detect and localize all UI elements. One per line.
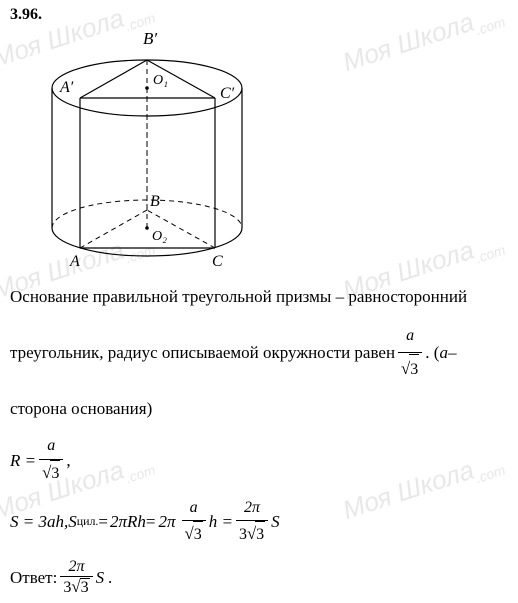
geometry-figure: B′ A′ C′ O₁ B O₂ A C	[30, 28, 508, 273]
para2-a: a	[439, 337, 448, 369]
ans-den-3: 3	[63, 579, 71, 596]
label-C: C	[212, 253, 223, 268]
two-pi-Rh: 2πRh	[110, 508, 146, 535]
label-B: B	[150, 193, 160, 210]
R-equals: R =	[10, 447, 36, 474]
ans-num: 2π	[65, 558, 87, 576]
label-B-prime: B′	[143, 29, 157, 48]
R-comma: ,	[66, 447, 70, 474]
label-O2: O₂	[152, 229, 167, 244]
fraction-a-sqrt3-2: a 3	[182, 495, 206, 548]
answer-label: Ответ:	[10, 568, 57, 588]
para2-text-c: –	[448, 337, 457, 369]
ans-den-sqrt3: 3	[80, 578, 90, 597]
cyl-subscript: цил.	[77, 512, 99, 531]
frac-den-sqrt3: 3	[409, 354, 419, 385]
frac3-num: 2π	[241, 495, 263, 521]
S-eq-3ah: S = 3ah,	[10, 508, 68, 535]
problem-number: 3.96.	[10, 6, 508, 24]
two-pi-1: 2π	[158, 508, 175, 535]
para2-text-b: . (	[425, 337, 439, 369]
label-A: A	[69, 253, 80, 268]
S-final: S	[271, 508, 280, 535]
answer-line: Ответ: 2π 33 S .	[10, 558, 508, 597]
frac-num-a: a	[403, 321, 417, 351]
formula-R: R = a 3 ,	[10, 433, 508, 486]
paragraph-1: Основание правильной треугольной призмы …	[10, 281, 508, 313]
paragraph-2: треугольник, радиус описываемой окружнос…	[10, 321, 508, 385]
label-C-prime: C′	[220, 85, 235, 102]
answer-fraction: 2π 33	[60, 558, 92, 597]
label-O1: O₁	[153, 73, 168, 88]
S-cyl: S	[68, 508, 77, 535]
fraction-2pi-3sqrt3: 2π 33	[236, 495, 268, 548]
frac3-den-sqrt3: 3	[255, 521, 265, 548]
para2-text-a: треугольник, радиус описываемой окружнос…	[10, 337, 395, 369]
frac2-den: 3	[193, 521, 203, 548]
frac3-den-3: 3	[239, 526, 247, 543]
frac2-num: a	[187, 495, 201, 521]
fraction-a-sqrt3: a 3	[398, 321, 422, 385]
label-A-prime: A′	[59, 79, 74, 96]
R-den: 3	[50, 460, 60, 487]
answer-S: S .	[96, 568, 113, 588]
paragraph-3: сторона основания)	[10, 393, 508, 425]
eq-2: =	[146, 508, 156, 535]
fraction-R: a 3	[39, 433, 63, 486]
formula-S: S = 3ah, S цил. = 2πRh = 2π a 3 h = 2π 3…	[10, 495, 508, 548]
eq-1: =	[98, 508, 108, 535]
h-eq: h =	[209, 508, 233, 535]
R-num: a	[44, 433, 58, 459]
